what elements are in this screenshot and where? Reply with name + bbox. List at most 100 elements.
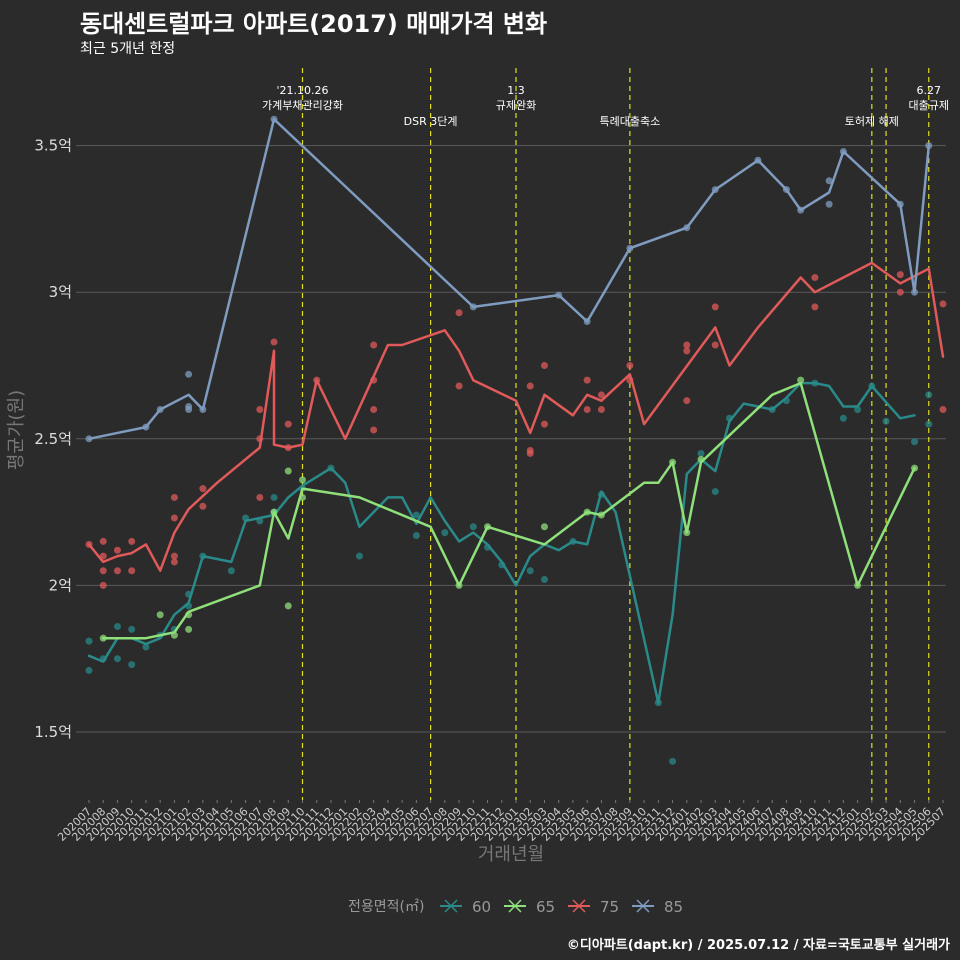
data-point-60 — [911, 438, 919, 446]
data-point-75 — [597, 391, 605, 399]
data-point-60 — [526, 567, 534, 575]
data-point-75 — [256, 493, 264, 501]
data-point-85 — [825, 200, 833, 208]
x-axis-title: 거래년월 — [478, 844, 544, 865]
data-point-75 — [170, 558, 178, 566]
data-point-75 — [526, 382, 534, 390]
data-point-85 — [185, 370, 193, 378]
event-label-3: 특례대출축소 — [599, 115, 660, 128]
data-point-75 — [811, 303, 819, 311]
data-point-75 — [113, 567, 121, 575]
data-point-65 — [156, 611, 164, 619]
data-point-60 — [925, 391, 933, 399]
data-point-60 — [142, 643, 150, 651]
data-point-60 — [355, 552, 363, 560]
data-point-75 — [370, 405, 378, 413]
data-point-75 — [583, 376, 591, 384]
legend-key-cross-b-85 — [636, 899, 650, 913]
data-point-75 — [370, 341, 378, 349]
data-point-75 — [170, 514, 178, 522]
data-point-75 — [540, 362, 548, 369]
y-tick-label: 2억 — [49, 576, 72, 594]
legend-key-cross-b-75 — [572, 899, 586, 913]
data-point-65 — [185, 625, 193, 633]
data-point-60 — [882, 417, 890, 425]
data-point-60 — [85, 666, 93, 674]
data-point-60 — [925, 420, 933, 428]
data-point-85 — [825, 177, 833, 185]
chart-subtitle: 최근 5개년 한정 — [80, 41, 176, 57]
legend-key-cross-b-65 — [508, 899, 522, 913]
data-point-60 — [540, 576, 548, 584]
data-point-75 — [711, 341, 719, 349]
legend-label-85: 85 — [664, 898, 683, 916]
data-point-75 — [626, 362, 634, 369]
data-point-75 — [199, 502, 207, 510]
data-point-75 — [939, 300, 947, 308]
data-point-75 — [270, 338, 278, 346]
data-point-75 — [256, 405, 264, 413]
data-point-75 — [896, 271, 904, 279]
data-point-75 — [99, 537, 107, 545]
data-point-75 — [99, 567, 107, 575]
data-point-60 — [697, 449, 705, 457]
legend-title: 전용면적(㎡) — [348, 899, 424, 915]
data-point-60 — [711, 488, 719, 496]
data-point-75 — [128, 567, 136, 575]
data-point-60 — [128, 625, 136, 633]
data-point-60 — [669, 757, 677, 765]
data-point-60 — [839, 414, 847, 422]
data-point-75 — [526, 447, 534, 455]
data-point-75 — [170, 552, 178, 560]
y-axis-title: 평균가(원) — [6, 390, 27, 470]
y-tick-label: 1.5억 — [34, 723, 72, 741]
legend-label-75: 75 — [600, 898, 619, 916]
data-point-75 — [199, 485, 207, 493]
data-point-75 — [896, 288, 904, 296]
data-point-75 — [683, 341, 691, 349]
data-point-60 — [441, 529, 449, 537]
series-line-60 — [87, 381, 916, 704]
legend-label-65: 65 — [536, 898, 555, 916]
data-point-75 — [284, 420, 292, 428]
chart-title: 동대센트럴파크 아파트(2017) 매매가격 변화 — [80, 10, 548, 38]
data-point-60 — [227, 567, 235, 575]
legend-label-60: 60 — [472, 898, 491, 916]
event-label-2: 1.3 규제완화 — [496, 84, 536, 112]
data-point-65 — [540, 523, 548, 531]
data-point-75 — [711, 303, 719, 311]
y-tick-label: 2.5억 — [34, 430, 72, 448]
series-line-85 — [87, 117, 931, 441]
data-point-75 — [113, 546, 121, 554]
data-point-60 — [469, 523, 477, 531]
data-point-60 — [113, 655, 121, 663]
data-point-65 — [284, 602, 292, 610]
data-point-60 — [128, 661, 136, 669]
data-point-75 — [939, 405, 947, 413]
series-line-75 — [87, 261, 945, 572]
event-label-1: DSR 3단계 — [404, 115, 458, 128]
data-point-75 — [128, 537, 136, 545]
data-point-75 — [683, 397, 691, 405]
series-line-65 — [101, 381, 916, 640]
event-label-4: 토허제 해제 — [845, 114, 899, 128]
data-point-60 — [412, 532, 420, 540]
event-label-6: 6.27 대출규제 — [909, 84, 949, 112]
data-point-85 — [185, 403, 193, 411]
data-point-75 — [683, 347, 691, 355]
data-point-75 — [811, 274, 819, 282]
data-point-75 — [583, 405, 591, 413]
event-label-0: '21.10.26 가계부채관리강화 — [262, 84, 343, 112]
legend-key-cross-b-60 — [444, 899, 458, 913]
data-point-65 — [299, 476, 306, 484]
data-point-60 — [113, 622, 121, 630]
y-tick-label: 3억 — [49, 283, 72, 301]
data-point-65 — [797, 376, 805, 384]
data-point-75 — [597, 405, 605, 413]
data-point-75 — [370, 426, 378, 434]
data-point-60 — [412, 511, 420, 519]
data-point-75 — [455, 309, 463, 317]
y-tick-label: 3.5억 — [34, 137, 72, 155]
